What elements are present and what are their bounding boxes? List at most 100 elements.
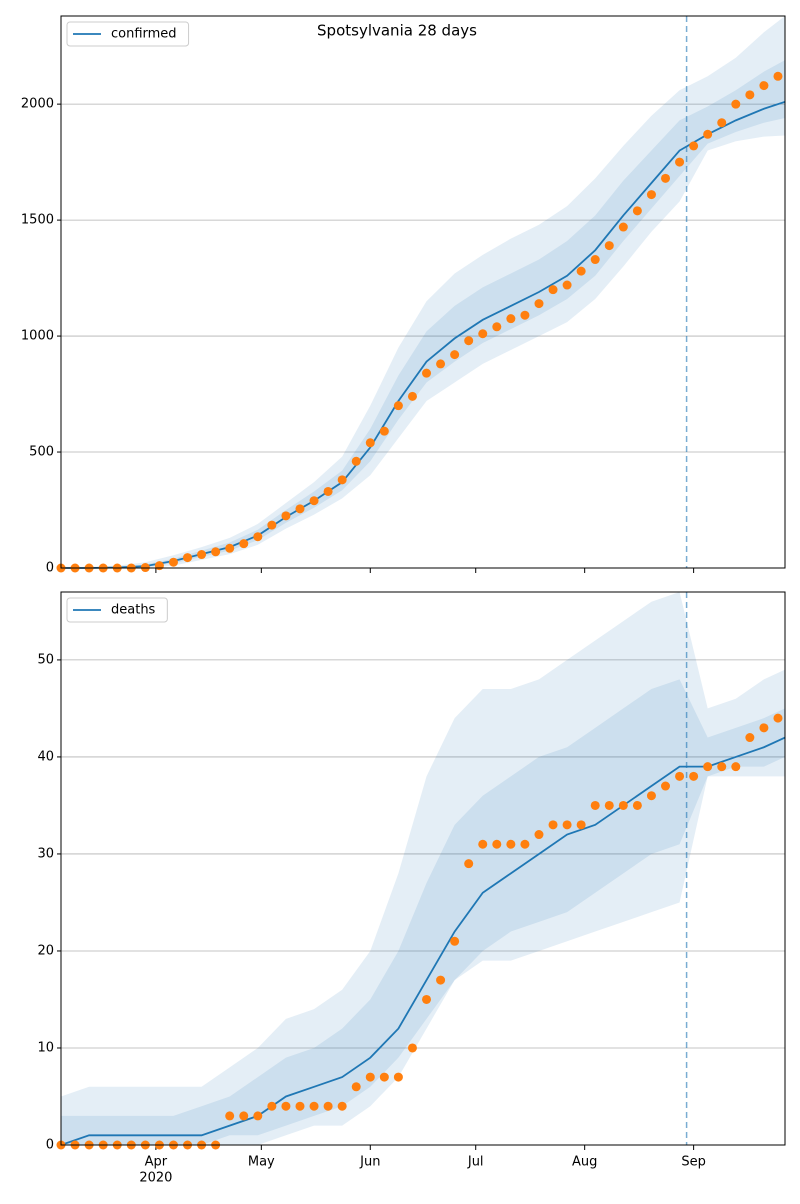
confidence-band — [61, 592, 785, 1145]
legend-label: deaths — [111, 603, 156, 618]
observed-point — [731, 99, 741, 109]
observed-point — [183, 553, 193, 563]
observed-point — [337, 1101, 347, 1111]
x-tick-label: Sep — [681, 1155, 706, 1170]
observed-point — [703, 762, 713, 772]
x-tick-label: Aug — [572, 1155, 597, 1170]
observed-point — [646, 791, 656, 801]
observed-point — [534, 830, 544, 840]
observed-point — [337, 475, 347, 485]
observed-point — [464, 336, 474, 346]
observed-point — [506, 314, 516, 324]
y-tick-label: 10 — [37, 1040, 54, 1055]
observed-point — [436, 975, 446, 985]
observed-point — [281, 1101, 291, 1111]
y-tick-label: 20 — [37, 943, 54, 958]
observed-point — [661, 781, 671, 791]
x-tick-label: May — [248, 1155, 275, 1170]
confidence-band — [61, 60, 785, 568]
y-tick-label: 30 — [37, 846, 54, 861]
observed-point — [323, 1101, 333, 1111]
observed-point — [407, 391, 417, 401]
legend-box — [66, 21, 190, 47]
y-tick-label: 0 — [46, 561, 54, 576]
observed-point — [632, 206, 642, 216]
observed-point — [281, 511, 291, 521]
observed-point — [632, 800, 642, 810]
observed-point — [450, 936, 460, 946]
observed-point — [492, 322, 502, 332]
observed-point — [351, 1082, 361, 1092]
observed-point — [675, 771, 685, 781]
observed-point — [267, 1101, 277, 1111]
y-tick-label: 1000 — [21, 329, 54, 344]
x-tick-label: Apr — [145, 1155, 168, 1170]
y-tick-label: 500 — [29, 445, 54, 460]
observed-point — [450, 350, 460, 360]
observed-point — [576, 820, 586, 830]
observed-point — [717, 118, 727, 128]
observed-point — [618, 222, 628, 232]
observed-point — [562, 820, 572, 830]
observed-point — [211, 547, 221, 557]
observed-point — [323, 486, 333, 496]
observed-point — [717, 762, 727, 772]
observed-point — [675, 157, 685, 167]
y-tick-label: 0 — [46, 1138, 54, 1153]
observed-point — [225, 1111, 235, 1121]
observed-point — [309, 496, 319, 506]
observed-point — [239, 539, 249, 549]
observed-point — [407, 1043, 417, 1053]
observed-point — [520, 839, 530, 849]
observed-point — [197, 550, 207, 560]
observed-point — [548, 820, 558, 830]
observed-point — [239, 1111, 249, 1121]
observed-point — [745, 90, 755, 100]
observed-point — [309, 1101, 319, 1111]
confidence-band — [61, 16, 785, 568]
observed-point — [562, 280, 572, 290]
observed-point — [759, 81, 769, 91]
observed-point — [253, 1111, 263, 1121]
observed-point — [393, 401, 403, 411]
observed-point — [478, 839, 488, 849]
observed-point — [365, 1072, 375, 1082]
model-line — [60, 736, 786, 1146]
observed-point — [590, 255, 600, 265]
observed-point — [773, 71, 783, 81]
confidence-band — [61, 679, 785, 1145]
observed-point — [464, 859, 474, 869]
observed-point — [478, 329, 488, 339]
y-tick-label: 1500 — [21, 213, 54, 228]
observed-point — [646, 190, 656, 200]
observed-point — [604, 800, 614, 810]
observed-point — [548, 285, 558, 295]
observed-point — [351, 456, 361, 466]
observed-point — [365, 438, 375, 448]
plot-frame — [60, 15, 786, 569]
observed-point — [168, 557, 178, 567]
observed-point — [759, 723, 769, 733]
chart-title: Spotsylvania 28 days — [317, 22, 477, 40]
observed-point — [253, 532, 263, 542]
observed-point — [689, 771, 699, 781]
legend-box — [66, 597, 168, 623]
observed-point — [154, 561, 164, 571]
panel: 0 500 1000 1500 2000 Spotsylvania 28 days conf… — [21, 15, 786, 576]
observed-point — [379, 1072, 389, 1082]
panel: 0 10 20 30 40 50 Apr May Jun Jul Aug Sep 2020 deaths — [37, 591, 786, 1186]
observed-point — [604, 241, 614, 251]
observed-point — [520, 310, 530, 320]
observed-point — [422, 994, 432, 1004]
model-line — [61, 100, 786, 569]
observed-point — [689, 141, 699, 151]
y-tick-label: 2000 — [21, 97, 54, 112]
observed-point — [773, 713, 783, 723]
x-year-label: 2020 — [139, 1171, 172, 1186]
x-tick-label: Jul — [467, 1155, 484, 1170]
observed-point — [422, 368, 432, 378]
plot-frame — [60, 591, 786, 1146]
observed-point — [379, 426, 389, 436]
observed-point — [295, 1101, 305, 1111]
x-tick-label: Jun — [359, 1155, 380, 1170]
